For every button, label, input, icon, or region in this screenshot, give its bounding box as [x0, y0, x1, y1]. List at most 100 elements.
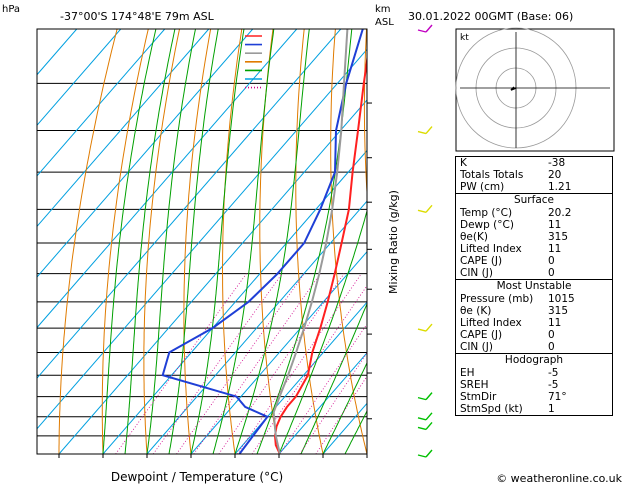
- isotherm-line: [278, 352, 367, 454]
- wind-barb: [417, 392, 433, 401]
- wind-barb-staff: [425, 204, 433, 213]
- dry-adiabat-line: [183, 29, 212, 454]
- most-unstable-box: Most Unstable Pressure (mb) 1015 θe (K) 31…: [455, 280, 613, 354]
- wet-adiabat-line: [322, 361, 367, 454]
- plot-frame: [36, 28, 368, 455]
- wind-barb-flag: [417, 417, 427, 421]
- mixing-ratio-line: [236, 273, 362, 454]
- dry-adiabat-line: [614, 17, 629, 454]
- wet-adiabat-line: [212, 29, 275, 454]
- mixing-ratio-line: [176, 273, 305, 454]
- surface-row: θe(K) 315: [460, 231, 569, 243]
- dry-adiabat-line: [363, 29, 367, 200]
- wet-adiabat-line: [190, 29, 245, 454]
- mixing-ratio-line: [315, 375, 367, 454]
- wind-barb: [417, 323, 433, 332]
- mixing-ratio-line: [218, 273, 345, 454]
- most-unstable-row: Lifted Index 11: [460, 317, 562, 329]
- wind-barb-flag: [417, 328, 427, 332]
- dry-adiabat-line: [101, 29, 149, 454]
- profile-lines: [161, 29, 367, 454]
- mixing-ratio-line: [115, 273, 247, 454]
- wet-adiabat-line: [168, 29, 219, 454]
- series-line-temperature: [273, 54, 367, 454]
- wind-barb: [417, 422, 433, 431]
- isotherm-line: [37, 29, 210, 228]
- surface-row: CIN (J) 0: [460, 267, 555, 279]
- index-row-totals: Totals Totals 20: [460, 169, 562, 181]
- mixing-ratio-line: [279, 323, 367, 454]
- wind-barb-flag: [417, 426, 427, 431]
- most-unstable-row: CIN (J) 0: [460, 341, 555, 353]
- index-row-pw: PW (cm) 1.21: [460, 181, 572, 193]
- surface-row: Lifted Index 11: [460, 243, 562, 255]
- most-unstable-row: CAPE (J) 0: [460, 329, 555, 341]
- hodograph-table-box: Hodograph EH -5 SREH -5 StmDir 71° StmSpd (…: [455, 354, 613, 416]
- isotherm-line: [37, 29, 254, 278]
- wind-barb: [417, 449, 433, 458]
- hodograph-row: StmDir 71°: [460, 391, 567, 403]
- isotherm-line: [37, 29, 342, 379]
- hodograph-row: StmSpd (kt) 1: [460, 403, 555, 415]
- datetime-label: 30.01.2022 00GMT (Base: 06): [408, 10, 573, 23]
- hodograph-table-title: Hodograph: [504, 354, 564, 366]
- wind-barb-staff: [425, 412, 433, 421]
- km-label: km: [375, 4, 391, 15]
- isotherm-line: [190, 250, 367, 454]
- wind-barb-staff: [425, 449, 433, 458]
- wind-barb-flag: [417, 29, 427, 33]
- wind-barb: [417, 126, 433, 135]
- dry-adiabat-line: [143, 29, 181, 454]
- most-unstable-row: θe (K) 315: [460, 305, 569, 317]
- location-title: -37°00'S 174°48'E 79m ASL: [60, 10, 215, 23]
- wind-barbs: [417, 24, 433, 458]
- wet-adiabat-line: [146, 29, 196, 454]
- wet-adiabat-line: [124, 29, 176, 454]
- hodograph-unit-label: kt: [460, 33, 469, 43]
- hodograph-trace: [510, 86, 517, 91]
- isotherm-line: [58, 99, 367, 454]
- wind-barb-staff: [425, 126, 433, 135]
- wind-barb-flag: [417, 454, 427, 458]
- dry-adiabat-line: [222, 29, 243, 454]
- isotherm-line: [37, 29, 166, 177]
- dry-adiabat-line: [58, 29, 118, 454]
- indices-table: K -38 Totals Totals 20 PW (cm) 1.21 Surface…: [455, 156, 613, 416]
- series-line-dewpoint: [161, 29, 364, 454]
- asl-label: ASL: [375, 17, 394, 28]
- wind-barb-staff: [425, 323, 433, 332]
- wind-barb-staff: [425, 392, 433, 401]
- x-axis-label: Dewpoint / Temperature (°C): [111, 470, 283, 484]
- wet-adiabat-line: [234, 29, 310, 454]
- copyright: © weatheronline.co.uk: [496, 472, 622, 485]
- dry-adiabat-line: [295, 29, 324, 454]
- hpa-label: hPa: [2, 4, 20, 15]
- surface-row: Temp (°C) 20.2: [460, 207, 572, 219]
- isotherm-line: [102, 149, 367, 454]
- hodograph: kt: [455, 27, 615, 152]
- wind-barb: [417, 412, 433, 421]
- hodograph-frame: [455, 28, 615, 152]
- wind-barb: [417, 204, 433, 213]
- most-unstable-title: Most Unstable: [496, 280, 572, 292]
- wind-barb-flag: [417, 130, 427, 135]
- wind-barb: [417, 24, 433, 33]
- wind-barb-flag: [417, 396, 427, 401]
- axes: [58, 102, 372, 458]
- wet-adiabat-line: [278, 209, 367, 454]
- dry-adiabat-line: [397, 17, 455, 454]
- hodograph-row: EH -5: [460, 367, 559, 379]
- isotherm-line: [0, 29, 33, 454]
- surface-box: Surface Temp (°C) 20.2 Dewp (°C) 11 θe(K) 3…: [455, 194, 613, 280]
- wet-adiabat-line: [102, 29, 157, 454]
- index-row-k: K -38: [460, 157, 566, 169]
- surface-row: CAPE (J) 0: [460, 255, 555, 267]
- surface-title: Surface: [513, 194, 554, 206]
- mixing-ratio-line: [152, 273, 283, 454]
- indices-box: K -38 Totals Totals 20 PW (cm) 1.21: [455, 156, 613, 194]
- hodograph-row: SREH -5: [460, 379, 559, 391]
- mixing-ratio-axis-label: Mixing Ratio (g/kg): [387, 190, 400, 294]
- isotherm-line: [37, 29, 122, 127]
- wind-barb-staff: [425, 422, 433, 430]
